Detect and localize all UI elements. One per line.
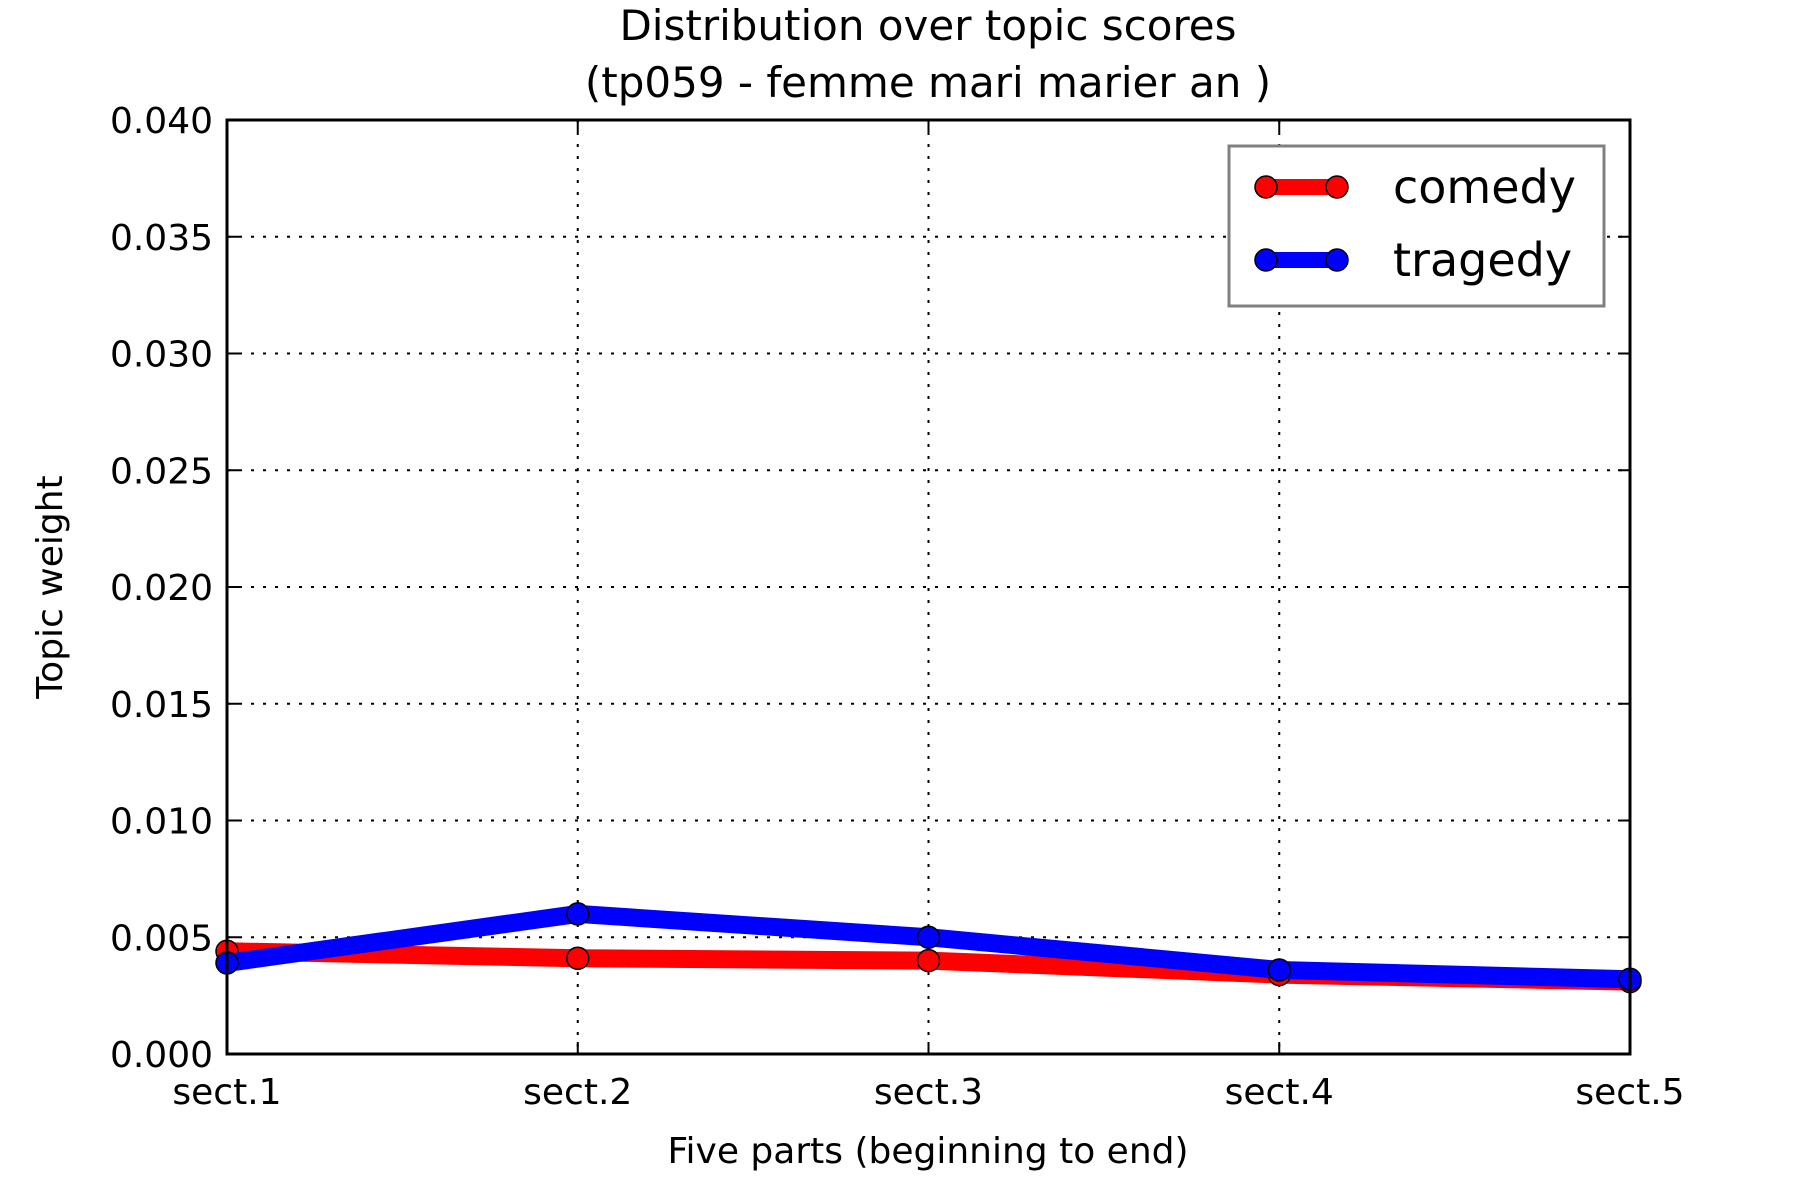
legend-box bbox=[1227, 144, 1606, 308]
legend-marker bbox=[1254, 175, 1278, 199]
y-tick-label: 0.005 bbox=[110, 918, 213, 959]
y-tick-labels: 0.000 0.005 0.010 0.015 0.020 0.025 0.030 0.035… bbox=[110, 101, 213, 1076]
legend-entry-tragedy: tragedy bbox=[1254, 233, 1572, 287]
x-tick-labels: sect.1 sect.2 sect.3 sect.4 sect.5 bbox=[172, 1072, 1684, 1113]
plot-frame bbox=[225, 118, 1632, 1056]
legend-marker bbox=[1325, 175, 1349, 199]
series-layer bbox=[215, 902, 1642, 994]
x-tick-label: sect.2 bbox=[523, 1072, 632, 1113]
chart-title: Distribution over topic scores bbox=[619, 1, 1236, 50]
y-tick-label: 0.040 bbox=[110, 101, 213, 142]
data-point-tragedy bbox=[916, 925, 941, 949]
legend-label: comedy bbox=[1393, 160, 1576, 214]
y-tick-label: 0.035 bbox=[110, 218, 213, 259]
x-tick-label: sect.1 bbox=[172, 1072, 281, 1113]
y-tick-label: 0.030 bbox=[110, 335, 213, 376]
y-tick-label: 0.025 bbox=[110, 451, 213, 492]
data-point-tragedy bbox=[566, 902, 590, 926]
x-tick-label: sect.5 bbox=[1575, 1072, 1684, 1113]
legend-label: tragedy bbox=[1393, 233, 1572, 287]
y-tick-label: 0.010 bbox=[110, 802, 213, 843]
legend-entry-comedy: comedy bbox=[1254, 160, 1576, 214]
data-point-comedy bbox=[916, 948, 941, 973]
x-tick-label: sect.4 bbox=[1225, 1072, 1334, 1113]
y-axis-label: Topic weight bbox=[30, 475, 71, 699]
legend-marker bbox=[1325, 248, 1349, 272]
data-point-comedy bbox=[566, 946, 590, 971]
x-axis-label: Five parts (beginning to end) bbox=[667, 1131, 1188, 1172]
y-tick-label: 0.000 bbox=[110, 1035, 213, 1076]
y-tick-label: 0.020 bbox=[110, 568, 213, 609]
chart-subtitle: (tp059 - femme mari marier an ) bbox=[585, 58, 1271, 107]
y-tick-label: 0.015 bbox=[110, 685, 213, 726]
data-point-tragedy bbox=[1267, 958, 1291, 982]
legend-marker bbox=[1254, 248, 1278, 272]
legend: comedy tragedy bbox=[1227, 144, 1606, 308]
x-tick-label: sect.3 bbox=[874, 1072, 983, 1113]
